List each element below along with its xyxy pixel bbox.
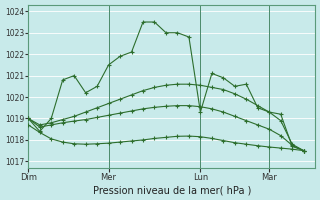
X-axis label: Pression niveau de la mer( hPa ): Pression niveau de la mer( hPa ) — [92, 185, 251, 195]
